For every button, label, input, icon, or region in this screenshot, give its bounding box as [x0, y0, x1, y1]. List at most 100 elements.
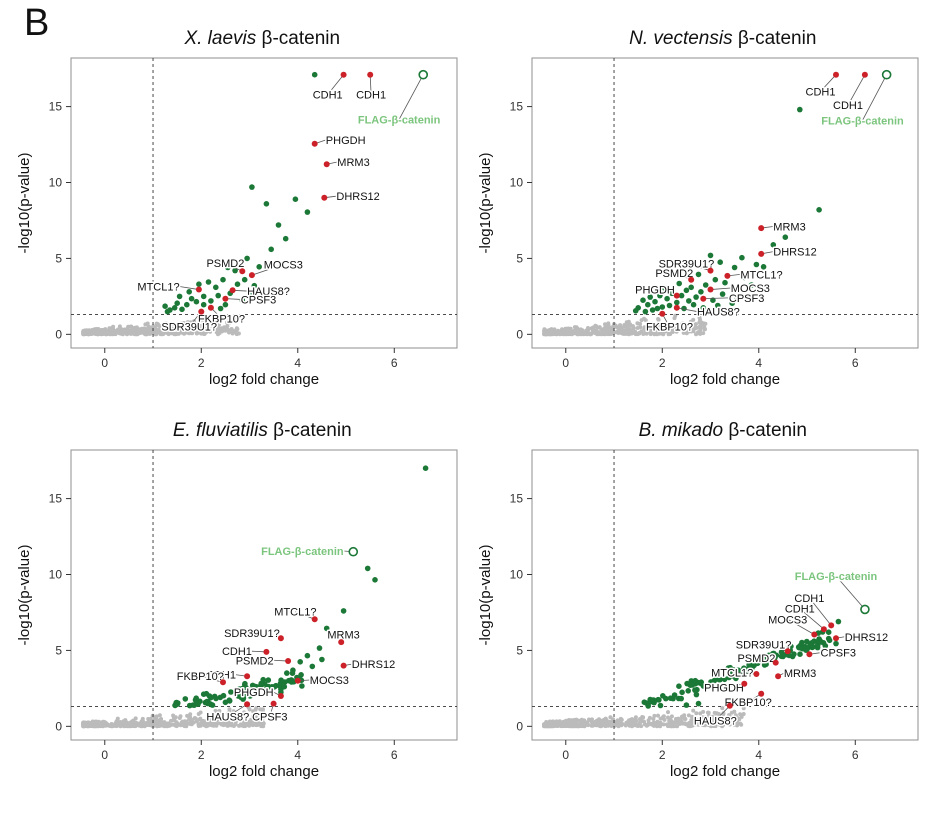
- svg-text:PSMD2: PSMD2: [737, 653, 775, 665]
- flag-beta-catenin-point: [881, 69, 892, 80]
- svg-text:5: 5: [516, 643, 523, 657]
- svg-text:CDH1: CDH1: [222, 646, 252, 658]
- svg-text:10: 10: [509, 568, 523, 582]
- svg-text:6: 6: [852, 748, 859, 762]
- x-axis-label: log2 fold change: [209, 763, 319, 780]
- y-axis-label: -log10(p-value): [477, 153, 494, 254]
- significant-points: [172, 465, 429, 709]
- svg-text:MTCL1?: MTCL1?: [711, 667, 753, 679]
- plot-title: B. mikado β-catenin: [639, 420, 807, 442]
- plot-title: E. fluviatilis β-catenin: [173, 420, 352, 442]
- volcano-plot-b-mikado: B. mikado β-catenin 0 2 4 6 0 5 10 15 log2 fold …: [471, 420, 932, 784]
- svg-text:6: 6: [391, 356, 398, 370]
- candidate-points: [220, 616, 347, 708]
- nonsignificant-points: [81, 315, 242, 337]
- svg-text:MOCS3: MOCS3: [768, 614, 807, 626]
- volcano-plot-n-vectensis: N. vectensis β-catenin 0 2 4 6 0 5 10 15 log2 fo…: [471, 28, 932, 392]
- svg-text:CDH1: CDH1: [785, 604, 815, 616]
- svg-text:FKBP10?: FKBP10?: [724, 697, 771, 709]
- svg-text:PHGDH: PHGDH: [704, 683, 744, 695]
- svg-text:MRM3: MRM3: [773, 222, 805, 234]
- svg-text:CPSF3: CPSF3: [252, 712, 287, 724]
- svg-text:4: 4: [295, 356, 302, 370]
- svg-text:MOCS3: MOCS3: [264, 260, 303, 272]
- svg-text:6: 6: [852, 356, 859, 370]
- svg-text:CDH1: CDH1: [805, 86, 835, 98]
- species-name: N. vectensis: [629, 28, 733, 49]
- svg-text:DHRS12: DHRS12: [773, 247, 816, 259]
- svg-text:MOCS3: MOCS3: [310, 675, 349, 687]
- svg-text:CPSF3: CPSF3: [729, 293, 764, 305]
- volcano-plot-svg-x-laevis: 0 2 4 6 0 5 10 15 log2 fold change -log10(p-value…: [16, 57, 458, 388]
- flag-beta-catenin-label: FLAG-β-catenin: [261, 546, 344, 558]
- flag-beta-catenin-label: FLAG-β-catenin: [794, 571, 877, 583]
- x-axis-label: log2 fold change: [670, 763, 780, 780]
- svg-text:5: 5: [516, 251, 523, 265]
- svg-text:HAUS8?: HAUS8?: [697, 307, 740, 319]
- flag-beta-catenin-label: FLAG-β-catenin: [358, 114, 441, 126]
- svg-text:0: 0: [562, 748, 569, 762]
- svg-text:PSMD2: PSMD2: [236, 655, 274, 667]
- svg-text:PHGDH: PHGDH: [234, 687, 274, 699]
- svg-text:HAUS8?: HAUS8?: [207, 712, 250, 724]
- svg-text:0: 0: [102, 356, 109, 370]
- svg-text:HAUS8?: HAUS8?: [247, 286, 290, 298]
- candidate-labels: CDH1 CDH1 PHGDH MRM3 DHRS12 PSMD2 MOCS3 MTCL1? H…: [136, 74, 424, 335]
- candidate-labels: CDH1 CDH1 MRM3 DHRS12 SDR39U1?PSMD2 MTCL1? PHG…: [633, 74, 887, 335]
- title-suffix: β-catenin: [723, 420, 807, 441]
- svg-text:DHRS12: DHRS12: [844, 632, 887, 644]
- svg-text:PHGDH: PHGDH: [326, 135, 366, 147]
- svg-text:0: 0: [56, 327, 63, 341]
- axes: 0 2 4 6 0 5 10 15 log2 fold change -log10(p-value…: [16, 100, 398, 388]
- svg-text:4: 4: [295, 748, 302, 762]
- panel-label: B: [24, 2, 50, 44]
- svg-text:FKBP10?: FKBP10?: [646, 322, 693, 334]
- plot-title: X. laevis β-catenin: [184, 28, 340, 50]
- svg-text:CDH1: CDH1: [356, 89, 386, 101]
- nonsignificant-points: [541, 706, 746, 729]
- svg-text:2: 2: [659, 356, 666, 370]
- title-suffix: β-catenin: [267, 420, 352, 441]
- svg-text:SDR39U1?: SDR39U1?: [224, 628, 280, 640]
- svg-text:DHRS12: DHRS12: [352, 659, 395, 671]
- svg-text:15: 15: [509, 100, 523, 114]
- title-suffix: β-catenin: [732, 28, 817, 49]
- y-axis-label: -log10(p-value): [477, 545, 494, 646]
- volcano-plot-svg-n-vectensis: 0 2 4 6 0 5 10 15 log2 fold change -log10(p-value…: [477, 57, 919, 388]
- axes: 0 2 4 6 0 5 10 15 log2 fold change -log10(p-value…: [16, 492, 398, 780]
- x-axis-label: log2 fold change: [209, 371, 319, 388]
- svg-text:0: 0: [102, 748, 109, 762]
- candidate-points: [726, 622, 839, 709]
- svg-text:PHGDH: PHGDH: [635, 285, 675, 297]
- svg-text:CPSF3: CPSF3: [241, 294, 276, 306]
- y-axis-label: -log10(p-value): [16, 153, 33, 254]
- svg-text:CDH1: CDH1: [833, 100, 863, 112]
- volcano-plot-x-laevis: X. laevis β-catenin 0 2 4 6 0 5 10 15 log2 fold …: [10, 28, 471, 392]
- svg-text:6: 6: [391, 748, 398, 762]
- nonsignificant-points: [541, 313, 708, 337]
- svg-text:0: 0: [56, 719, 63, 733]
- svg-text:CDH1: CDH1: [794, 593, 824, 605]
- significant-points: [162, 71, 318, 315]
- axes: 0 2 4 6 0 5 10 15 log2 fold change -log10(p-value…: [477, 492, 859, 780]
- svg-text:SDR39U1?: SDR39U1?: [658, 259, 714, 271]
- svg-text:PSMD2: PSMD2: [207, 258, 245, 270]
- volcano-plot-svg-b-mikado: 0 2 4 6 0 5 10 15 log2 fold change -log10(p-value…: [477, 449, 919, 780]
- svg-text:MRM3: MRM3: [784, 668, 816, 680]
- flag-beta-catenin-point: [859, 604, 870, 615]
- svg-text:0: 0: [562, 356, 569, 370]
- svg-text:SDR39U1?: SDR39U1?: [162, 322, 218, 334]
- panel-background: [531, 449, 919, 741]
- svg-text:2: 2: [198, 748, 205, 762]
- flag-beta-catenin-point: [418, 69, 429, 80]
- flag-beta-catenin-point: [348, 546, 359, 557]
- svg-text:MOCS3: MOCS3: [731, 283, 770, 295]
- panel-background: [70, 449, 458, 741]
- svg-text:4: 4: [755, 356, 762, 370]
- title-suffix: β-catenin: [256, 28, 341, 49]
- svg-text:PSMD2: PSMD2: [655, 268, 693, 280]
- svg-text:MTCL1?: MTCL1?: [275, 607, 317, 619]
- svg-text:2: 2: [198, 356, 205, 370]
